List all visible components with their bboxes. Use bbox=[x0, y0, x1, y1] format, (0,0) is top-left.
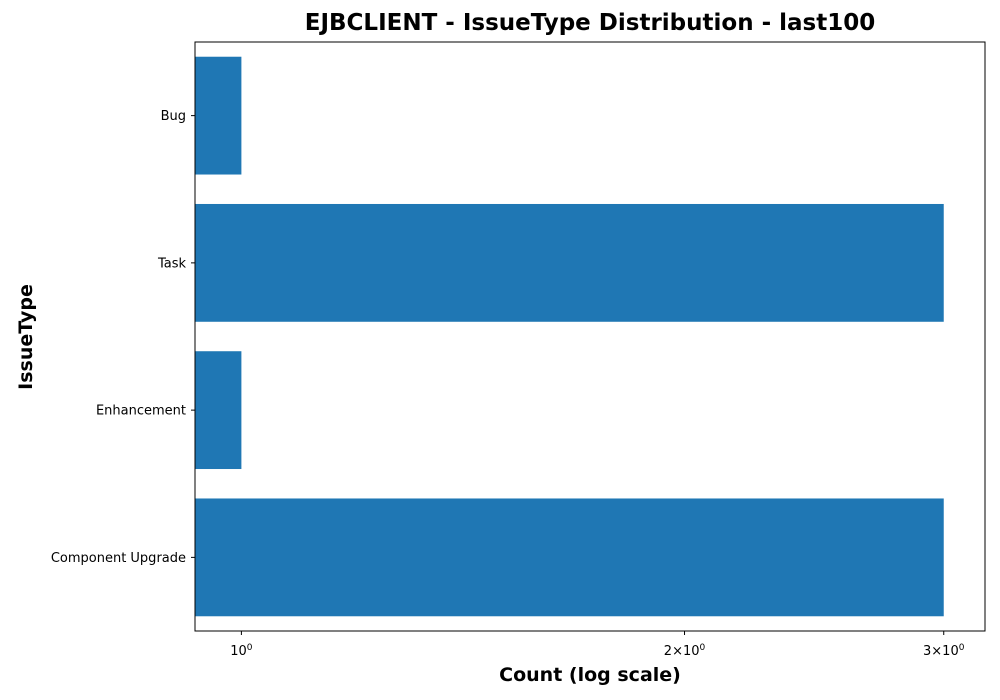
x-tick-label: 100 bbox=[230, 643, 253, 659]
x-ticks-group: 100 2×100 3×100 bbox=[230, 631, 965, 659]
bar-bug bbox=[195, 56, 242, 175]
chart-title: EJBCLIENT - IssueType Distribution - las… bbox=[304, 10, 876, 36]
x-axis-label: Count (log scale) bbox=[499, 664, 681, 686]
y-axis-label: IssueType bbox=[15, 284, 37, 390]
x-tick-label: 3×100 bbox=[923, 643, 965, 659]
x-tick-label: 2×100 bbox=[664, 643, 706, 659]
bars-group bbox=[195, 56, 944, 617]
bar-component-upgrade bbox=[195, 498, 944, 617]
bar-enhancement bbox=[195, 351, 242, 470]
plot-frame bbox=[194, 41, 986, 632]
y-tick-label: Enhancement bbox=[96, 404, 186, 419]
y-tick-label: Bug bbox=[161, 109, 186, 124]
bar-task bbox=[195, 203, 944, 322]
y-ticks-group: Bug Task Enhancement Component Upgrade bbox=[51, 109, 195, 566]
y-tick-label: Task bbox=[157, 256, 187, 271]
y-tick-label: Component Upgrade bbox=[51, 551, 186, 566]
